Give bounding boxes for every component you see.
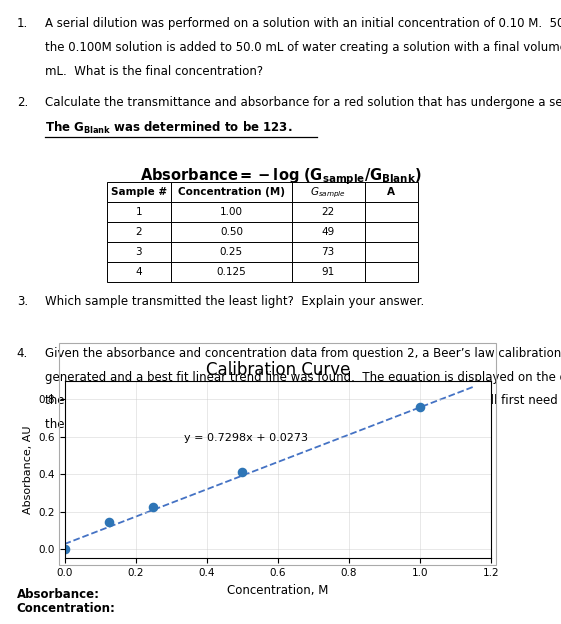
Text: A: A: [387, 187, 396, 197]
Text: 0.125: 0.125: [217, 267, 246, 277]
Point: [238, 467, 247, 477]
Bar: [292, 202, 365, 222]
Text: 2.: 2.: [17, 95, 28, 109]
Bar: [292, 242, 365, 262]
Text: Given the absorbance and concentration data from question 2, a Beer’s law calibr: Given the absorbance and concentration d…: [45, 347, 561, 360]
Point: [60, 544, 69, 554]
Point: [104, 517, 113, 527]
Bar: [107, 242, 171, 262]
Text: 2: 2: [136, 227, 142, 237]
Text: 22: 22: [321, 207, 335, 217]
X-axis label: Concentration, M: Concentration, M: [227, 584, 328, 597]
Bar: [171, 222, 292, 242]
Text: 0.50: 0.50: [220, 227, 243, 237]
Bar: [171, 202, 292, 222]
Text: generated and a best fit linear trend line was found.  The equation is displayed: generated and a best fit linear trend li…: [45, 371, 561, 384]
Text: 49: 49: [321, 227, 335, 237]
Text: the 0.100M solution is added to 50.0 mL of water creating a solution with a fina: the 0.100M solution is added to 50.0 mL …: [45, 41, 561, 54]
Bar: [365, 202, 418, 222]
Point: [149, 502, 158, 512]
Text: Calculate the transmittance and absorbance for a red solution that has undergone: Calculate the transmittance and absorban…: [45, 95, 561, 109]
Text: 91: 91: [321, 267, 335, 277]
Text: Which sample transmitted the least light?  Explain your answer.: Which sample transmitted the least light…: [45, 295, 424, 308]
Text: the absorbance the same way you did in question 2.: the absorbance the same way you did in q…: [45, 418, 356, 431]
Text: 0.25: 0.25: [220, 247, 243, 257]
Y-axis label: Absorbance, AU: Absorbance, AU: [23, 426, 33, 514]
Text: $G_{sample}$: $G_{sample}$: [310, 185, 346, 200]
Text: 1.00: 1.00: [220, 207, 243, 217]
Text: mL.  What is the final concentration?: mL. What is the final concentration?: [45, 65, 263, 78]
Bar: [107, 182, 171, 202]
Bar: [292, 222, 365, 242]
Text: y = 0.7298x + 0.0273: y = 0.7298x + 0.0273: [184, 433, 308, 443]
Text: A serial dilution was performed on a solution with an initial concentration of 0: A serial dilution was performed on a sol…: [45, 17, 561, 31]
Bar: [365, 222, 418, 242]
Title: Calibration Curve: Calibration Curve: [205, 361, 350, 379]
Bar: [365, 242, 418, 262]
Text: 3: 3: [136, 247, 142, 257]
Text: Concentration:: Concentration:: [17, 602, 116, 615]
Text: 1: 1: [136, 207, 142, 217]
Bar: [107, 202, 171, 222]
Bar: [171, 182, 292, 202]
Point: [415, 402, 424, 412]
Text: Sample #: Sample #: [111, 187, 167, 197]
Text: 4: 4: [136, 267, 142, 277]
Bar: [292, 262, 365, 282]
Bar: [107, 262, 171, 282]
Text: The $\mathbf{G_{Blank}}$ was determined to be 123.: The $\mathbf{G_{Blank}}$ was determined …: [45, 119, 292, 135]
Bar: [365, 182, 418, 202]
Text: the concentration of the unknown sample which had a Gₛₐₘₚₗₑ of 81.  You will fir: the concentration of the unknown sample …: [45, 394, 561, 407]
Bar: [365, 262, 418, 282]
Text: 4.: 4.: [17, 347, 28, 360]
Text: 1.: 1.: [17, 17, 28, 31]
Bar: [292, 182, 365, 202]
Text: $\mathbf{Absorbance = -log\ (G_{sample}/G_{Blank})}$: $\mathbf{Absorbance = -log\ (G_{sample}/…: [140, 167, 421, 187]
Text: Concentration (M): Concentration (M): [178, 187, 285, 197]
Text: Absorbance:: Absorbance:: [17, 588, 100, 601]
Text: 73: 73: [321, 247, 335, 257]
Bar: [107, 222, 171, 242]
Bar: [171, 242, 292, 262]
Text: 3.: 3.: [17, 295, 28, 308]
Bar: [171, 262, 292, 282]
